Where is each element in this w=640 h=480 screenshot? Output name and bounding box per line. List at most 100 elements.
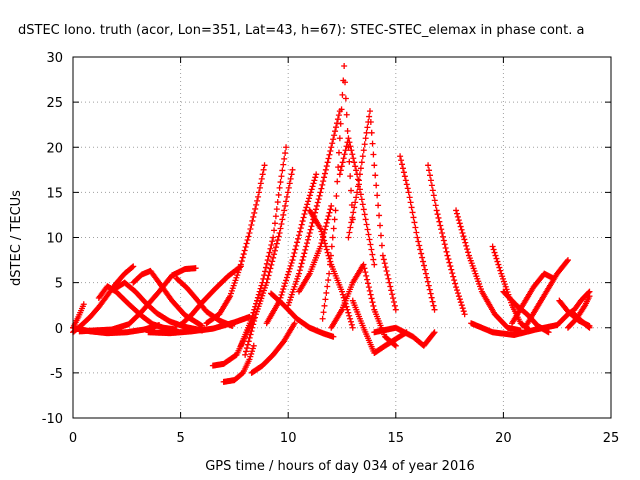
data-point (457, 299, 464, 306)
data-point (461, 236, 468, 243)
data-point (286, 180, 293, 187)
data-point (243, 345, 250, 352)
data-point (494, 258, 501, 265)
data-point (272, 244, 279, 251)
data-point (249, 345, 256, 352)
data-point (348, 187, 355, 194)
data-point (417, 246, 424, 253)
data-point (322, 243, 329, 250)
data-point (284, 271, 291, 278)
data-point (353, 194, 360, 201)
data-point (455, 293, 462, 300)
data-point (240, 251, 247, 258)
x-tick-label: 20 (495, 431, 512, 446)
data-point (265, 253, 272, 260)
series-arc (489, 243, 533, 333)
data-point (303, 204, 310, 211)
data-point (298, 260, 305, 267)
x-tick-label: 5 (176, 431, 184, 446)
data-point (259, 171, 266, 178)
data-point (275, 191, 282, 198)
x-tick-label: 10 (280, 431, 297, 446)
data-point (378, 242, 385, 249)
data-point (368, 129, 375, 136)
data-point (303, 243, 310, 250)
data-point (431, 329, 438, 336)
data-point (304, 201, 311, 208)
data-point (337, 120, 344, 127)
y-tick-label: -10 (42, 412, 63, 427)
data-point (385, 275, 392, 282)
data-point (269, 238, 276, 245)
data-point (286, 265, 293, 272)
data-point (296, 228, 303, 235)
series-arc (453, 207, 524, 334)
data-point (422, 270, 429, 277)
data-point (319, 181, 326, 188)
data-point (322, 223, 329, 230)
data-point (281, 155, 288, 162)
data-point (362, 216, 369, 223)
data-point (346, 229, 353, 236)
series-arc (220, 342, 257, 385)
data-point (415, 238, 422, 245)
data-point (355, 176, 362, 183)
data-point (249, 324, 256, 331)
data-point (300, 214, 307, 221)
data-point (270, 234, 277, 241)
y-tick-label: 5 (55, 277, 63, 292)
data-point (354, 189, 361, 196)
data-point (340, 294, 347, 301)
data-point (301, 250, 308, 257)
data-point (306, 192, 313, 199)
data-point (460, 233, 467, 240)
data-point (564, 258, 571, 265)
data-point (364, 276, 371, 283)
data-point (335, 112, 342, 119)
data-point (374, 192, 381, 199)
data-point (382, 264, 389, 271)
data-point (287, 262, 294, 269)
data-point (453, 284, 460, 291)
data-point (308, 223, 315, 230)
data-point (329, 234, 336, 241)
data-point (302, 246, 309, 253)
data-point (290, 253, 297, 260)
data-point (404, 185, 411, 192)
data-point (430, 330, 437, 337)
data-point (304, 240, 311, 247)
data-point (297, 263, 304, 270)
data-point (281, 283, 288, 290)
data-point (255, 193, 262, 200)
x-axis-label: GPS time / hours of day 034 of year 2016 (205, 459, 475, 474)
data-point (328, 144, 335, 151)
y-tick-label: -5 (50, 367, 63, 382)
data-point (373, 182, 380, 189)
data-point (310, 180, 317, 187)
data-point (252, 314, 259, 321)
data-point (368, 295, 375, 302)
data-point (254, 294, 261, 301)
data-point (490, 246, 497, 253)
data-point (263, 279, 270, 286)
data-point (332, 207, 339, 214)
data-point (341, 63, 348, 70)
data-point (331, 132, 338, 139)
data-point (495, 261, 502, 268)
data-point (321, 302, 328, 309)
data-point (370, 151, 377, 158)
data-point (275, 233, 282, 240)
data-point (274, 237, 281, 244)
data-point (397, 153, 404, 160)
data-point (430, 302, 437, 309)
series-arc (242, 166, 296, 358)
data-point (268, 261, 275, 268)
data-point (379, 252, 386, 259)
data-point (242, 244, 249, 251)
data-point (341, 297, 348, 304)
data-point (426, 172, 433, 179)
data-point (326, 270, 333, 277)
data-point (585, 323, 592, 330)
data-point (320, 234, 327, 241)
data-point (355, 183, 362, 190)
